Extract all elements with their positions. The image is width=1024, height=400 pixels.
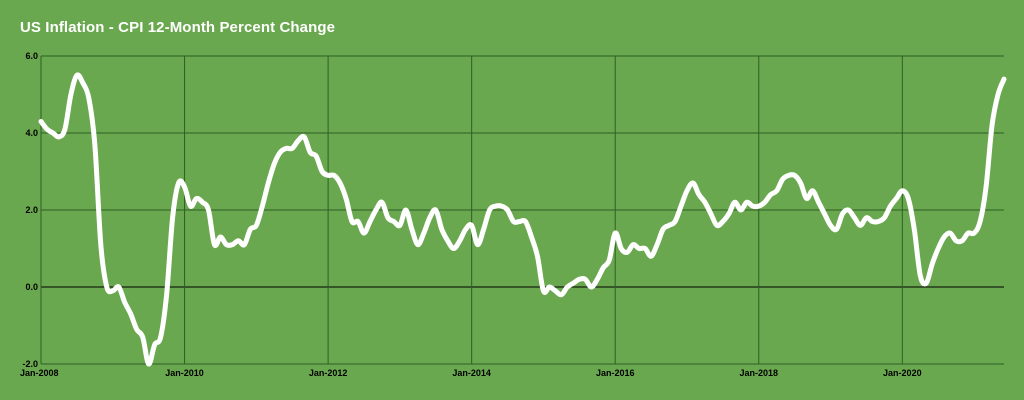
x-axis: Jan-2008 Jan-2010 Jan-2012 Jan-2014 Jan-2016… <box>20 368 922 378</box>
x-tick-label: Jan-2014 <box>452 368 491 378</box>
y-tick-label: 2.0 <box>25 205 38 215</box>
chart-title: US Inflation - CPI 12-Month Percent Chan… <box>20 19 336 36</box>
x-tick-label: Jan-2020 <box>883 368 922 378</box>
x-tick-label: Jan-2008 <box>20 368 59 378</box>
y-tick-label: -2.0 <box>22 359 38 369</box>
y-axis: -2.0 0.0 2.0 4.0 6.0 <box>22 51 38 369</box>
x-tick-label: Jan-2016 <box>596 368 635 378</box>
y-tick-label: 4.0 <box>25 128 38 138</box>
x-tick-label: Jan-2010 <box>165 368 204 378</box>
y-tick-label: 6.0 <box>25 51 38 61</box>
y-tick-label: 0.0 <box>25 282 38 292</box>
series-group <box>38 72 1007 367</box>
grid-lines <box>40 55 1004 365</box>
x-tick-label: Jan-2012 <box>309 368 348 378</box>
series-line <box>38 72 1007 367</box>
x-tick-label: Jan-2018 <box>739 368 778 378</box>
